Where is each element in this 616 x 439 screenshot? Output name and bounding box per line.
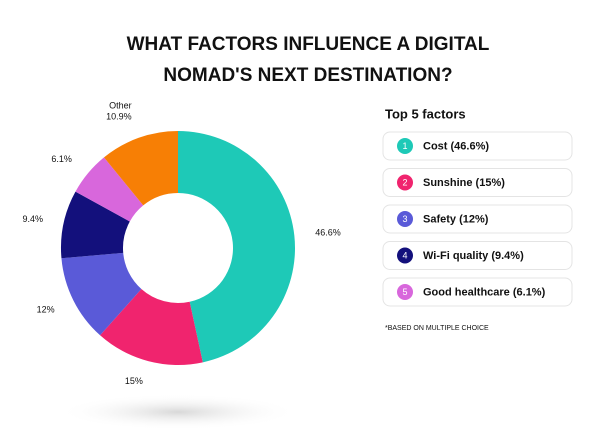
shadow bbox=[58, 394, 298, 430]
donut-segment bbox=[100, 289, 203, 365]
legend-badge bbox=[397, 247, 413, 264]
legend-title: Top 5 factors bbox=[385, 106, 466, 121]
legend-number: 2 bbox=[402, 177, 407, 187]
legend-box bbox=[382, 168, 573, 197]
legend-badge bbox=[397, 284, 413, 300]
legend-label: Sunshine (15%) bbox=[423, 177, 505, 189]
legend-number: 4 bbox=[402, 250, 407, 260]
legend-label: Safety (12%) bbox=[423, 213, 489, 225]
value-label: 9.4% bbox=[22, 214, 43, 224]
legend-badge bbox=[397, 211, 413, 227]
value-label: 6.1% bbox=[51, 154, 72, 164]
category-label: Other bbox=[109, 100, 132, 110]
legend-box bbox=[382, 204, 573, 234]
legend-number: 3 bbox=[402, 214, 407, 224]
legend-box bbox=[382, 277, 573, 307]
value-label: 10.9% bbox=[106, 111, 132, 121]
donut-segment bbox=[61, 252, 142, 336]
legend-box bbox=[382, 131, 573, 161]
footnote: *BASED ON MULTIPLE CHOICE bbox=[385, 325, 489, 332]
legend-label: Cost (46.6%) bbox=[423, 140, 489, 152]
legend-label: Wi-Fi quality (9.4%) bbox=[423, 250, 524, 262]
legend-box bbox=[382, 241, 573, 270]
value-label: 46.6% bbox=[315, 228, 341, 238]
donut-segment bbox=[61, 191, 130, 259]
legend-number: 5 bbox=[402, 287, 407, 297]
title-line: NOMAD'S NEXT DESTINATION? bbox=[163, 65, 452, 86]
donut-segment bbox=[75, 157, 144, 222]
title-line: WHAT FACTORS INFLUENCE A DIGITAL bbox=[127, 34, 490, 55]
value-label: 15% bbox=[125, 376, 143, 386]
legend-badge bbox=[397, 138, 413, 154]
value-label: 12% bbox=[37, 304, 55, 314]
legend-label: Good healthcare (6.1%) bbox=[423, 286, 546, 298]
legend-number: 1 bbox=[402, 141, 407, 151]
donut-segment bbox=[103, 131, 178, 206]
donut-segment bbox=[178, 131, 295, 363]
legend-badge bbox=[397, 174, 413, 191]
